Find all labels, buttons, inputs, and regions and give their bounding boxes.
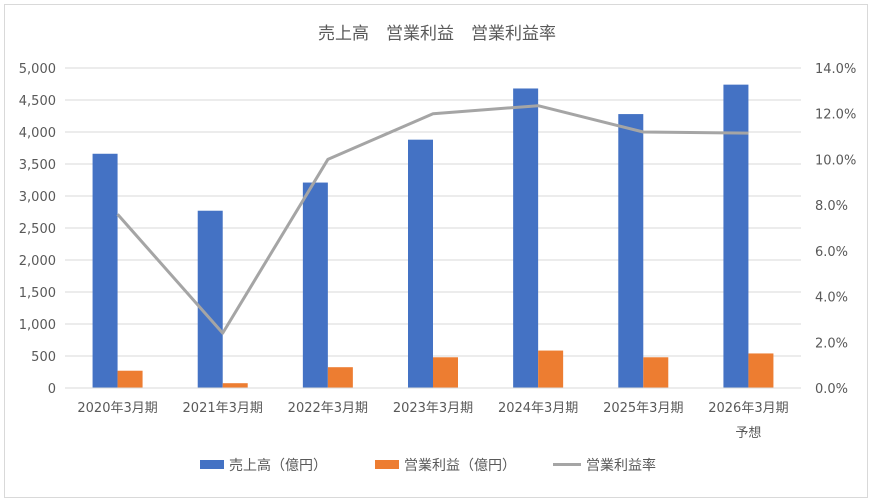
y-right-tick-label: 2.0% <box>815 336 848 351</box>
y-left-tick-label: 4,500 <box>19 94 56 109</box>
y-left-tick-label: 3,000 <box>19 190 56 205</box>
combo-chart: 売上高 営業利益 営業利益率 0 500 1,000 1,500 2,000 2,500 3… <box>19 24 857 474</box>
x-tick-label: 2026年3月期予想 <box>708 401 788 441</box>
x-tick-label: 2020年3月期 <box>77 401 157 416</box>
y-left-tick-label: 3,500 <box>19 158 56 173</box>
y-axis-right: 0.0% 2.0% 4.0% 6.0% 8.0% 10.0% 12.0% 14.0% <box>815 62 856 397</box>
line-series <box>116 104 749 335</box>
x-axis: 2020年3月期 2021年3月期 2022年3月期 2023年3月期 2024年3月期… <box>65 387 801 441</box>
bar-operating-profit <box>222 383 248 388</box>
x-tick-label: 2024年3月期 <box>498 401 578 416</box>
y-right-tick-label: 8.0% <box>815 199 848 214</box>
chart-frame: 売上高 営業利益 営業利益率 0 500 1,000 1,500 2,000 2,500 3… <box>4 4 868 498</box>
bar-operating-profit <box>748 353 774 388</box>
bar-sales <box>302 182 328 388</box>
y-axis-left: 0 500 1,000 1,500 2,000 2,500 3,000 3,500 4,000 4… <box>19 62 56 397</box>
chart-title: 売上高 営業利益 営業利益率 <box>318 24 556 44</box>
bar-operating-profit <box>433 357 458 388</box>
bar-sales <box>92 153 118 388</box>
y-right-tick-label: 14.0% <box>815 62 856 77</box>
bar-sales <box>723 84 749 388</box>
x-tick-label: 2022年3月期 <box>288 401 368 416</box>
legend-label: 営業利益（億円） <box>404 458 516 474</box>
y-right-tick-label: 12.0% <box>815 108 856 123</box>
y-right-tick-label: 10.0% <box>815 153 856 168</box>
legend-swatch <box>200 460 224 469</box>
y-left-tick-label: 1,500 <box>19 286 56 301</box>
bar-operating-profit <box>538 350 564 388</box>
y-left-tick-label: 2,500 <box>19 222 56 237</box>
x-tick-label: 2023年3月期 <box>393 401 473 416</box>
y-left-tick-label: 5,000 <box>19 62 56 77</box>
bar-sales <box>408 139 433 388</box>
bar-sales <box>618 114 644 388</box>
y-right-tick-label: 0.0% <box>815 382 848 397</box>
bar-operating-profit <box>117 370 143 388</box>
legend-swatch <box>375 460 399 469</box>
bar-sales <box>197 210 223 388</box>
line-operating-margin <box>116 104 749 335</box>
y-right-tick-label: 6.0% <box>815 245 848 260</box>
y-left-tick-label: 1,000 <box>19 318 56 333</box>
x-tick-label: 2025年3月期 <box>603 401 683 416</box>
y-left-tick-label: 0 <box>48 382 56 397</box>
legend: 売上高（億円） 営業利益（億円） 営業利益率 <box>200 457 656 474</box>
bar-operating-profit <box>327 367 353 388</box>
bar-series <box>92 84 774 388</box>
x-tick-label: 2021年3月期 <box>183 401 263 416</box>
y-left-tick-label: 4,000 <box>19 126 56 141</box>
y-left-tick-label: 2,000 <box>19 254 56 269</box>
legend-label: 営業利益率 <box>586 457 656 474</box>
bar-operating-profit <box>643 357 669 388</box>
legend-label: 売上高（億円） <box>229 457 327 474</box>
y-left-tick-label: 500 <box>31 350 56 365</box>
y-right-tick-label: 4.0% <box>815 291 848 306</box>
bar-sales <box>513 88 539 388</box>
